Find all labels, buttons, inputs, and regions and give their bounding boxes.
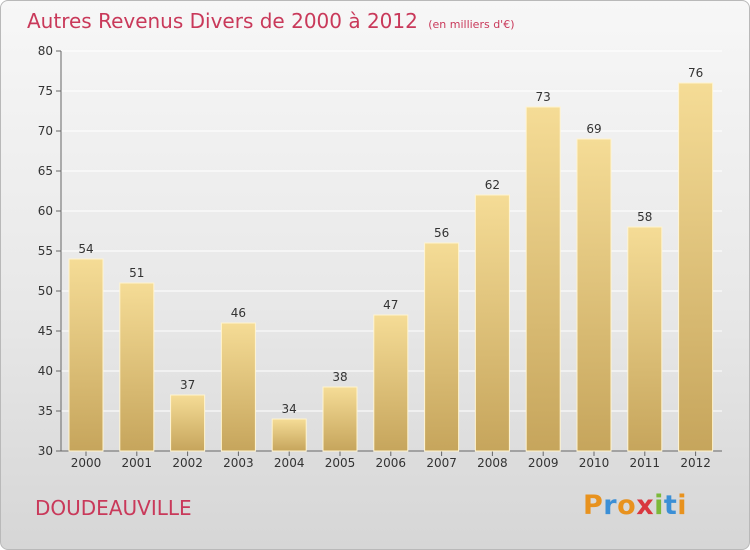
- y-tick-label: 75: [38, 84, 53, 98]
- x-tick-label: 2002: [172, 456, 203, 470]
- logo-letter: P: [583, 490, 604, 521]
- data-label: 56: [434, 226, 449, 240]
- bar: [68, 258, 104, 452]
- bar: [525, 106, 561, 452]
- x-tick-label: 2007: [426, 456, 457, 470]
- bar: [220, 322, 256, 452]
- x-tick-labels: 2000 2001 2002 2003 2004 2005 2006 2007 2008 2009…: [71, 456, 711, 470]
- bar: [678, 82, 714, 452]
- data-label: 54: [78, 242, 93, 256]
- data-label: 47: [383, 298, 398, 312]
- y-tick-label: 55: [38, 244, 53, 258]
- chart-title: Autres Revenus Divers de 2000 à 2012 (en…: [27, 9, 515, 33]
- x-tick-label: 2006: [376, 456, 407, 470]
- logo-letter: i: [654, 490, 664, 521]
- data-label: 76: [688, 66, 703, 80]
- bar: [627, 226, 663, 452]
- bar: [170, 394, 206, 452]
- x-tick-label: 2008: [477, 456, 508, 470]
- x-tick-label: 2010: [579, 456, 610, 470]
- data-label: 37: [180, 378, 195, 392]
- y-tick-label: 80: [38, 44, 53, 58]
- logo-letter: t: [663, 490, 678, 521]
- x-tick-label: 2012: [680, 456, 711, 470]
- data-label: 51: [129, 266, 144, 280]
- bar: [373, 314, 409, 452]
- x-tick-label: 2004: [274, 456, 305, 470]
- y-tick-label: 45: [38, 324, 53, 338]
- y-tick-label: 50: [38, 284, 53, 298]
- bar: [271, 418, 307, 452]
- data-labels: 54 51 37 46 34 38 47 56 62 73 69 58 76: [78, 66, 703, 416]
- data-label: 62: [485, 178, 500, 192]
- proxiti-logo: Proxiti: [583, 490, 687, 521]
- logo-letter: i: [677, 490, 688, 521]
- data-label: 69: [586, 122, 601, 136]
- town-name: DOUDEAUVILLE: [35, 496, 192, 520]
- y-tick-label: 35: [38, 404, 53, 418]
- x-tick-label: 2009: [528, 456, 559, 470]
- x-tick-label: 2003: [223, 456, 254, 470]
- bar: [119, 282, 155, 452]
- x-tick-label: 2000: [71, 456, 102, 470]
- logo-letter: x: [636, 490, 655, 521]
- y-tick-label: 60: [38, 204, 53, 218]
- x-tick-label: 2011: [630, 456, 661, 470]
- y-tick-label: 70: [38, 124, 53, 138]
- chart-title-text: Autres Revenus Divers de 2000 à 2012: [27, 9, 418, 33]
- x-tick-label: 2001: [122, 456, 153, 470]
- bar: [424, 242, 460, 452]
- data-label: 58: [637, 210, 652, 224]
- x-tick-label: 2005: [325, 456, 356, 470]
- y-tick-label: 30: [38, 444, 53, 458]
- data-label: 38: [332, 370, 347, 384]
- data-label: 46: [231, 306, 246, 320]
- y-tick-labels: 30 35 40 45 50 55 60 65 70 75 80: [38, 44, 53, 458]
- chart-unit-note: (en milliers d'€): [428, 18, 515, 31]
- logo-letter: r: [603, 490, 618, 521]
- y-tick-label: 65: [38, 164, 53, 178]
- data-label: 34: [282, 402, 297, 416]
- bar: [322, 386, 358, 452]
- bar: [576, 138, 612, 452]
- bars: [68, 82, 714, 452]
- bar: [474, 194, 510, 452]
- y-tick-label: 40: [38, 364, 53, 378]
- logo-letter: o: [617, 490, 637, 521]
- data-label: 73: [536, 90, 551, 104]
